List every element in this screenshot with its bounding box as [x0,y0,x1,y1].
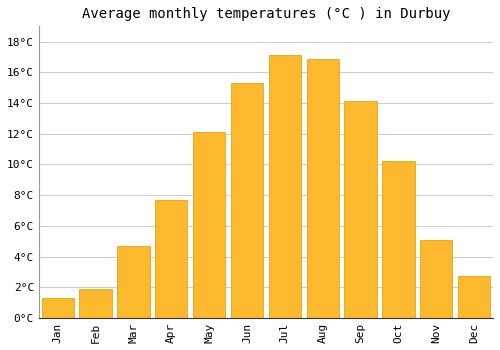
Bar [155,200,188,318]
Bar [42,298,74,318]
Bar [231,83,263,318]
Bar [193,132,225,318]
Title: Average monthly temperatures (°C ) in Durbuy: Average monthly temperatures (°C ) in Du… [82,7,450,21]
Bar [306,58,339,318]
Bar [344,102,376,318]
Bar [420,240,452,318]
Bar [269,55,301,318]
Bar [118,246,150,318]
Bar [458,276,490,318]
Bar [80,289,112,318]
Bar [382,161,414,318]
